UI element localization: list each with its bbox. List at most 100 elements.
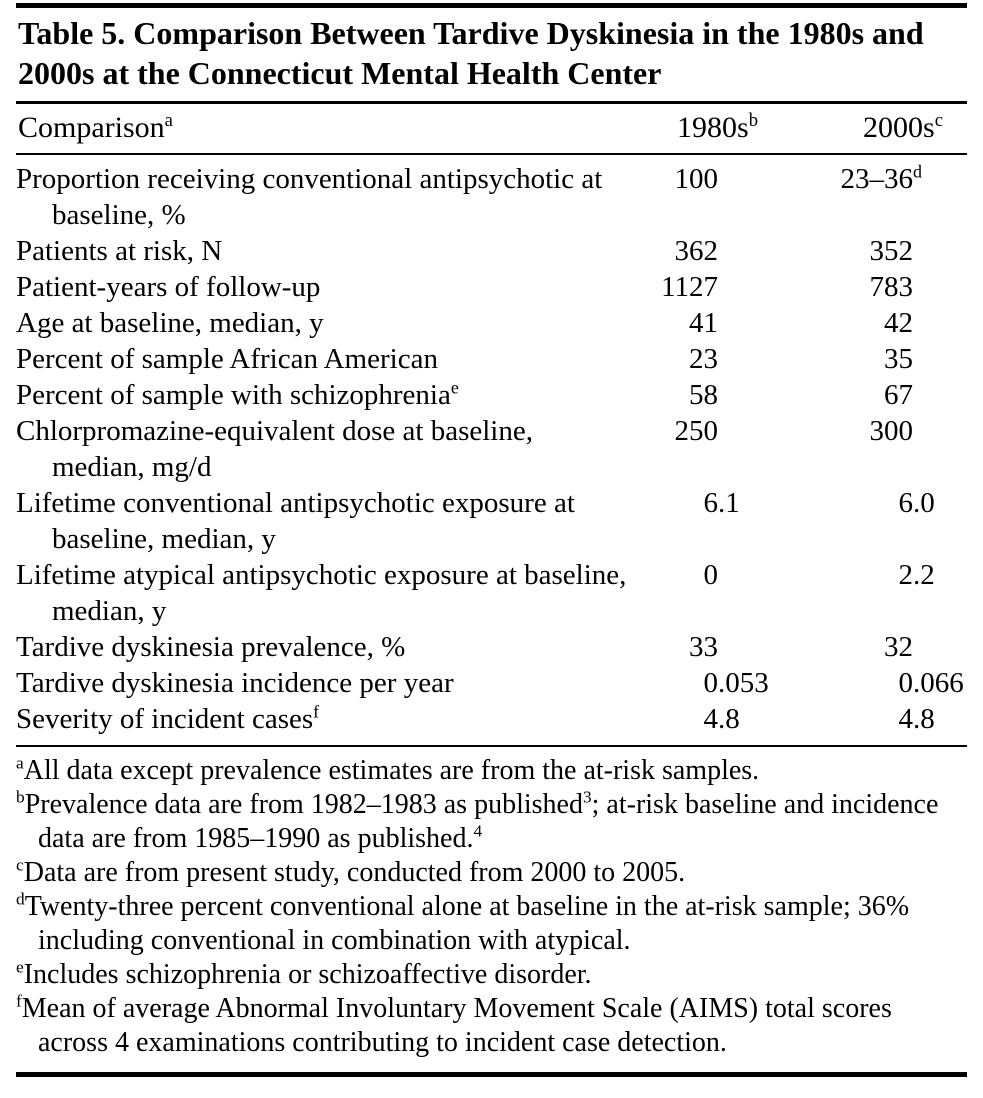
table-row: Age at baseline, median, y 41 42 bbox=[16, 305, 967, 341]
title-separator-rule bbox=[16, 101, 967, 104]
value-2000s: 2.2 bbox=[772, 557, 967, 593]
header-separator-rule bbox=[16, 153, 967, 155]
body-footnote-separator-rule bbox=[16, 745, 967, 747]
row-label: Proportion receiving conventional antips… bbox=[16, 161, 632, 233]
value-int: 67 bbox=[884, 379, 913, 411]
value-int: 42 bbox=[884, 307, 913, 339]
footnote-text: Mean of average Abnormal Involuntary Mov… bbox=[21, 993, 892, 1058]
footnote-text: Prevalence data are from 1982–1983 as pu… bbox=[24, 789, 583, 820]
value-int: 58 bbox=[689, 379, 718, 411]
row-label-text: Proportion receiving conventional antips… bbox=[16, 163, 603, 231]
value-frac: .2 bbox=[913, 557, 967, 593]
value-2000s: 352 bbox=[772, 233, 967, 269]
value-int: 300 bbox=[869, 415, 914, 447]
value-2000s: 32 bbox=[772, 629, 967, 665]
table-row: Lifetime conventional antipsychotic expo… bbox=[16, 485, 967, 557]
footnote-marker: f bbox=[16, 991, 22, 1011]
column-header-2000s: 2000sc bbox=[772, 110, 967, 146]
table-title: Table 5. Comparison Between Tardive Dysk… bbox=[18, 15, 924, 91]
value-2000s: 67 bbox=[772, 377, 967, 413]
value-frac bbox=[718, 341, 772, 377]
footnote-text: ; at-risk baseline and incidence data ar… bbox=[38, 789, 939, 854]
table-body: Proportion receiving conventional antips… bbox=[16, 155, 967, 745]
table-row: Chlorpromazine-equivalent dose at baseli… bbox=[16, 413, 967, 485]
footnotes: aAll data except prevalence estimates ar… bbox=[16, 747, 967, 1072]
column-header-1980s-superscript: b bbox=[748, 110, 758, 131]
row-label-text: Chlorpromazine-equivalent dose at baseli… bbox=[16, 415, 533, 483]
value-frac-text: .2 bbox=[913, 559, 935, 591]
value-2000s: 0.066 bbox=[772, 665, 967, 701]
value-superscript: d bbox=[913, 161, 922, 182]
value-int: 4 bbox=[898, 703, 914, 735]
row-label: Age at baseline, median, y bbox=[16, 305, 632, 341]
value-2000s: 35 bbox=[772, 341, 967, 377]
value-frac-text: .066 bbox=[913, 667, 964, 699]
value-frac bbox=[913, 269, 967, 305]
footnote-marker: a bbox=[16, 753, 24, 773]
row-label-superscript: f bbox=[313, 701, 320, 722]
value-int: 0 bbox=[898, 667, 914, 699]
value-frac bbox=[718, 557, 772, 593]
value-frac-text: .053 bbox=[718, 667, 769, 699]
value-int: 0 bbox=[703, 667, 719, 699]
value-2000s: 4.8 bbox=[772, 701, 967, 737]
footnote-text: Twenty-three percent conventional alone … bbox=[24, 891, 910, 956]
value-frac bbox=[718, 305, 772, 341]
value-frac bbox=[718, 269, 772, 305]
value-frac bbox=[718, 377, 772, 413]
value-frac bbox=[718, 233, 772, 269]
row-label-text: Lifetime atypical antipsychotic exposure… bbox=[16, 559, 627, 627]
footnote: aAll data except prevalence estimates ar… bbox=[16, 754, 967, 788]
footnote-marker: e bbox=[16, 957, 24, 977]
value-1980s: 58 bbox=[632, 377, 772, 413]
value-frac: d bbox=[913, 161, 967, 197]
table-header-row: Comparisona 1980sb 2000sc bbox=[16, 104, 967, 153]
column-header-comparison-superscript: a bbox=[164, 110, 173, 131]
value-int: 1127 bbox=[661, 271, 718, 303]
row-label: Patient-years of follow-up bbox=[16, 269, 632, 305]
footnote: dTwenty-three percent conventional alone… bbox=[16, 890, 967, 958]
value-frac-text: .8 bbox=[913, 703, 935, 735]
value-1980s: 1127 bbox=[632, 269, 772, 305]
value-int: 4 bbox=[703, 703, 719, 735]
value-2000s: 300 bbox=[772, 413, 967, 449]
row-label-superscript: e bbox=[450, 377, 459, 398]
row-label: Lifetime atypical antipsychotic exposure… bbox=[16, 557, 632, 629]
value-int: 23 bbox=[689, 343, 718, 375]
row-label-text: Patients at risk, N bbox=[16, 235, 223, 267]
value-int: 6 bbox=[898, 487, 914, 519]
table-row: Patient-years of follow-up 1127 783 bbox=[16, 269, 967, 305]
value-frac: .8 bbox=[718, 701, 772, 737]
footnote: bPrevalence data are from 1982–1983 as p… bbox=[16, 788, 967, 856]
value-int: 362 bbox=[674, 235, 719, 267]
value-frac bbox=[913, 377, 967, 413]
value-int: 250 bbox=[674, 415, 719, 447]
row-label: Percent of sample with schizophreniae bbox=[16, 377, 632, 413]
table-row: Tardive dyskinesia prevalence, % 33 32 bbox=[16, 629, 967, 665]
table-row: Lifetime atypical antipsychotic exposure… bbox=[16, 557, 967, 629]
column-header-comparison-text: Comparison bbox=[18, 111, 165, 144]
value-frac: .1 bbox=[718, 485, 772, 521]
value-2000s: 23–36 d bbox=[772, 161, 967, 197]
footnote-marker: d bbox=[16, 889, 25, 909]
value-frac bbox=[913, 305, 967, 341]
table-row: Percent of sample with schizophreniae 58… bbox=[16, 377, 967, 413]
row-label: Percent of sample African American bbox=[16, 341, 632, 377]
column-header-comparison: Comparisona bbox=[16, 110, 632, 146]
value-int: 783 bbox=[869, 271, 914, 303]
value-1980s: 23 bbox=[632, 341, 772, 377]
value-1980s: 33 bbox=[632, 629, 772, 665]
row-label-text: Percent of sample with schizophrenia bbox=[16, 379, 451, 411]
value-int: 41 bbox=[689, 307, 718, 339]
value-1980s: 250 bbox=[632, 413, 772, 449]
value-1980s: 6.1 bbox=[632, 485, 772, 521]
row-label-text: Tardive dyskinesia prevalence, % bbox=[16, 631, 406, 663]
value-2000s: 783 bbox=[772, 269, 967, 305]
footnote-inline-superscript: 4 bbox=[473, 821, 483, 841]
footnote: fMean of average Abnormal Involuntary Mo… bbox=[16, 992, 967, 1060]
value-frac: .053 bbox=[718, 665, 772, 701]
table-row: Patients at risk, N 362 352 bbox=[16, 233, 967, 269]
value-frac: .066 bbox=[913, 665, 967, 701]
footnote: cData are from present study, conducted … bbox=[16, 856, 967, 890]
